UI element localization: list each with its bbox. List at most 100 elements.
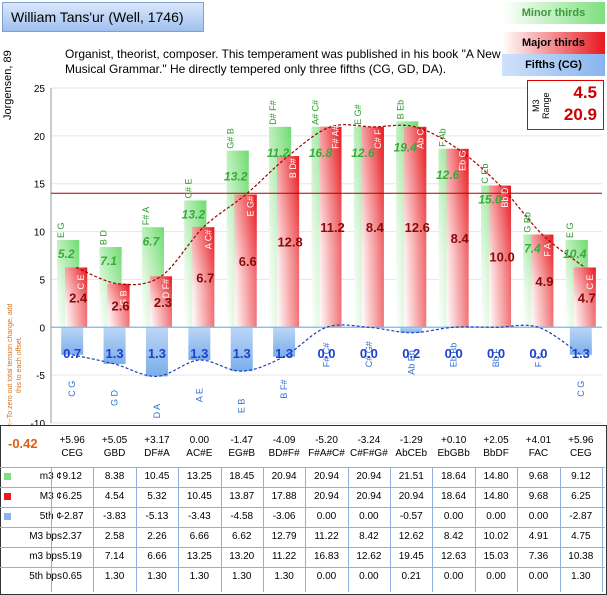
table-cell: 1.30	[104, 571, 125, 582]
major-third-bar-sheen	[107, 283, 130, 328]
table-col-line	[559, 467, 561, 592]
table-col-line	[262, 467, 264, 592]
fifth-value-label: 0.7	[63, 346, 81, 361]
category-cell: BbDF	[483, 448, 509, 459]
fifth-label: Bb F	[491, 348, 501, 368]
m3-range-label: M3 Range	[531, 92, 551, 120]
minor-top-label: G Bb	[522, 212, 532, 233]
table-cell: 20.94	[356, 491, 382, 502]
major-top-label: D F#	[161, 279, 171, 299]
fifth-bar	[103, 327, 126, 364]
fifth-value-label: 1.3	[275, 346, 293, 361]
fifth-label: Ab Eb	[406, 350, 416, 375]
m3-range-max: 20.9	[563, 105, 597, 124]
table-cell: 1.30	[274, 571, 294, 582]
y-tick-label: -10	[31, 419, 46, 425]
y-tick-label: -5	[36, 371, 45, 382]
offset-cell: -3.24	[357, 435, 381, 446]
minor-top-label: G# B	[226, 128, 236, 149]
minor-top-label: A# C#	[311, 100, 321, 125]
table-cell: 1.30	[189, 571, 210, 582]
description: Organist, theorist, composer. This tempe…	[65, 47, 501, 76]
table-cell: 20.94	[313, 491, 340, 502]
table-cell: 12.79	[271, 531, 297, 542]
table-col-line	[51, 467, 52, 592]
minor-value-label: 10.4	[563, 247, 587, 261]
table-cell: 7.36	[528, 551, 549, 562]
offset-cell: +4.01	[525, 435, 552, 446]
table-cell: 18.64	[441, 491, 467, 502]
table-col-line	[305, 467, 307, 592]
y-tick-label: 0	[39, 323, 45, 334]
chart-plot: -10 -5 0 5 10 15 20 25 E G C E C G 5.2 2.4 0.7 B D G B G…	[31, 84, 602, 425]
row-label: m3 ¢	[39, 471, 62, 482]
table-cell: 0.00	[486, 571, 506, 582]
table-col-line	[517, 467, 519, 592]
table-cell: 1.30	[231, 571, 252, 582]
category-cell: CEG	[61, 448, 84, 459]
minor-top-label: B Eb	[395, 100, 405, 120]
y-tick-label: 5	[39, 275, 45, 286]
table-cell: 10.02	[483, 531, 509, 542]
offset-cell: -4.09	[272, 435, 296, 446]
table-cell: 4.91	[528, 531, 549, 542]
table-col-line	[135, 467, 137, 592]
minor-value-label: 12.6	[436, 168, 460, 182]
major-top-label: G B	[119, 290, 129, 306]
table-cell: 12.63	[441, 551, 467, 562]
table-cell: 20.94	[398, 491, 424, 502]
table-cell: 8.42	[443, 531, 464, 542]
table-cell: 9.68	[528, 471, 549, 482]
table-cell: 6.25	[62, 491, 82, 502]
minor-value-label: 19.4	[394, 140, 418, 154]
table-cell: 5.32	[147, 491, 167, 502]
minor-value-label: 15.0	[478, 193, 502, 207]
major-top-label: F A	[542, 243, 552, 257]
major-value-label: 2.4	[69, 290, 88, 305]
fifth-label: C G	[576, 381, 586, 397]
fifth-bar	[569, 327, 592, 355]
major-third-bar-sheen	[573, 267, 596, 328]
category-cell: AbCEb	[395, 448, 428, 459]
chart-title: William Tans'ur (Well, 1746)	[11, 9, 184, 25]
fifth-value-label: 1.3	[233, 346, 251, 361]
total-tension-note: <--To zero out total tension change, add…	[7, 303, 23, 427]
fifth-value-label: 0.0	[360, 346, 378, 361]
table-cell: 20.94	[313, 471, 340, 482]
minor-top-label: C# E	[183, 178, 193, 198]
fifth-label: Eb Bb	[449, 343, 459, 368]
table-cell: 18.45	[229, 471, 255, 482]
major-value-label: 11.2	[320, 220, 345, 235]
table-col-line	[474, 467, 476, 592]
table-cell: 0.00	[443, 511, 464, 522]
fifth-label: D A	[152, 404, 162, 419]
offset-cell: 0.00	[189, 435, 210, 446]
minor-value-label: 12.6	[351, 146, 375, 160]
fifth-label: C# G#	[364, 341, 374, 367]
y-tick-label: 25	[34, 84, 46, 95]
table-cell: 10.38	[568, 551, 594, 562]
table-cell: 6.66	[147, 551, 167, 562]
fifth-label: G D	[110, 389, 120, 406]
offset-cell: +2.05	[483, 435, 509, 446]
major-value-label: 2.3	[154, 295, 172, 310]
major-value-label: 12.6	[405, 220, 430, 235]
major-third-bar-sheen	[234, 194, 257, 328]
minor-top-label: E G	[565, 222, 575, 238]
fifth-label: F C	[533, 352, 543, 367]
table-col-line	[602, 467, 603, 592]
fifth-value-label: 1.3	[106, 346, 124, 361]
fifth-value-label: 0.0	[317, 346, 335, 361]
row-swatch	[4, 473, 11, 480]
table-cell: 13.25	[186, 551, 212, 562]
fifth-trend	[72, 324, 582, 377]
table-cell: 0.00	[316, 511, 337, 522]
table-cell: -3.83	[103, 511, 126, 522]
table-cell: 14.80	[483, 491, 509, 502]
major-value-label: 10.0	[489, 249, 514, 264]
minor-value-label: 13.2	[224, 170, 248, 184]
major-third-bar-sheen	[65, 267, 88, 328]
fifth-bar	[61, 327, 84, 355]
table-col-line	[390, 467, 392, 592]
